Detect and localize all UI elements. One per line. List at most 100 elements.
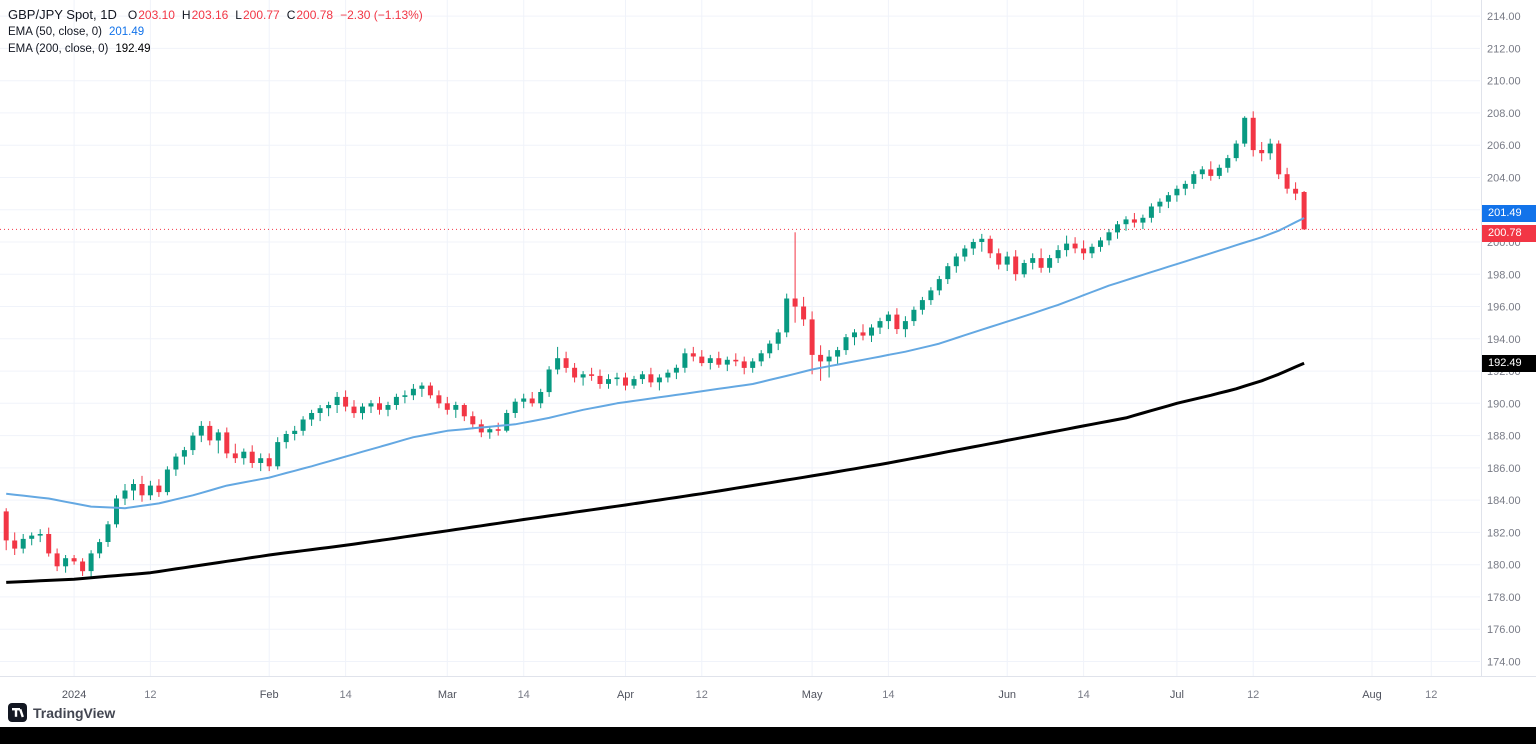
time-tick-label: 14 bbox=[339, 689, 351, 701]
price-tick-label: 196.00 bbox=[1487, 302, 1521, 314]
candle bbox=[707, 354, 713, 370]
candle bbox=[368, 400, 374, 413]
legend: GBP/JPY Spot, 1D O203.10 H203.16 L200.77 C2… bbox=[8, 6, 423, 57]
candle bbox=[869, 324, 874, 342]
candle bbox=[792, 232, 798, 323]
candle bbox=[843, 334, 849, 355]
candle bbox=[215, 429, 221, 454]
candle bbox=[911, 306, 917, 326]
candle bbox=[1199, 166, 1205, 180]
candle bbox=[860, 324, 866, 341]
candle bbox=[1148, 203, 1154, 223]
candle bbox=[504, 409, 510, 433]
candle bbox=[656, 374, 662, 391]
candle bbox=[555, 346, 561, 375]
ema50-label: EMA (50, close, 0) bbox=[8, 25, 102, 38]
price-tick-label: 176.00 bbox=[1487, 624, 1521, 636]
high-value: 203.16 bbox=[191, 7, 229, 22]
candle bbox=[546, 366, 552, 397]
candle bbox=[1208, 161, 1214, 181]
candle bbox=[334, 392, 340, 413]
candle bbox=[266, 453, 272, 472]
ema200-value: 192.49 bbox=[115, 42, 151, 55]
candle bbox=[1259, 142, 1265, 162]
candle bbox=[835, 346, 841, 365]
candle bbox=[902, 316, 908, 338]
candle bbox=[487, 425, 493, 439]
candle bbox=[750, 358, 756, 373]
low-label: L bbox=[235, 7, 242, 22]
candle bbox=[410, 384, 416, 401]
candle bbox=[444, 396, 450, 415]
indicator-ema200[interactable]: EMA (200, close, 0) 192.49 bbox=[8, 40, 423, 57]
price-tick-label: 194.00 bbox=[1487, 334, 1521, 346]
time-tick-label: 14 bbox=[1077, 689, 1089, 701]
candle bbox=[1106, 229, 1112, 246]
candle bbox=[131, 479, 136, 501]
symbol-title[interactable]: GBP/JPY Spot, 1D bbox=[8, 7, 117, 22]
candle bbox=[1004, 251, 1010, 271]
candle bbox=[639, 371, 645, 384]
price-tick-label: 190.00 bbox=[1487, 398, 1521, 410]
candle bbox=[724, 356, 730, 372]
time-axis[interactable]: 2024 12 Feb 14 Mar 14 Apr 12 May 14 Jun 14 Jul 12 Aug 1… bbox=[62, 689, 1438, 701]
symbol-row: GBP/JPY Spot, 1D O203.10 H203.16 L200.77 C2… bbox=[8, 6, 423, 23]
candle bbox=[521, 393, 527, 409]
candle bbox=[181, 446, 187, 465]
candle bbox=[147, 480, 153, 501]
candle bbox=[495, 422, 501, 436]
candle bbox=[300, 416, 306, 436]
candle bbox=[207, 421, 213, 446]
time-tick-label: Apr bbox=[617, 689, 634, 701]
candle bbox=[597, 369, 603, 389]
candle bbox=[292, 425, 298, 441]
change-value: −2.30 (−1.13%) bbox=[340, 7, 423, 22]
price-tick-label: 174.00 bbox=[1487, 657, 1521, 669]
time-tick-label: Jul bbox=[1170, 689, 1184, 701]
time-tick-label: May bbox=[802, 689, 823, 701]
candle bbox=[402, 390, 408, 404]
tradingview-logo-icon bbox=[8, 703, 27, 722]
candle bbox=[1055, 245, 1061, 263]
ema200-price-badge: 192.49 bbox=[1482, 354, 1536, 372]
candle bbox=[224, 427, 230, 459]
candle bbox=[1284, 167, 1290, 194]
candle bbox=[1021, 259, 1027, 278]
candle bbox=[1030, 253, 1036, 270]
candle bbox=[1115, 221, 1120, 239]
candle bbox=[690, 346, 696, 362]
tradingview-attribution[interactable]: TradingView bbox=[8, 703, 115, 722]
low-value: 200.77 bbox=[242, 7, 280, 22]
candle bbox=[97, 538, 103, 559]
candle bbox=[1064, 235, 1070, 257]
candle bbox=[71, 555, 77, 565]
time-tick-label: Aug bbox=[1362, 689, 1382, 701]
price-tick-label: 182.00 bbox=[1487, 527, 1521, 539]
candle bbox=[1191, 171, 1197, 189]
last-price-badge: 200.78 bbox=[1482, 224, 1536, 242]
price-tick-label: 188.00 bbox=[1487, 431, 1521, 443]
price-tick-label: 214.00 bbox=[1487, 11, 1521, 23]
candle bbox=[1131, 213, 1137, 228]
candle bbox=[1140, 214, 1146, 230]
candle bbox=[105, 521, 111, 547]
candle bbox=[427, 382, 433, 399]
time-tick-label: 12 bbox=[144, 689, 156, 701]
ohlc-values: O203.10 H203.16 L200.77 C200.78 −2.30 (−1.13… bbox=[121, 8, 423, 22]
price-axis[interactable]: 214.00212.00210.00208.00206.00204.00200.… bbox=[1487, 11, 1521, 668]
candle bbox=[580, 371, 586, 386]
candle bbox=[919, 296, 925, 315]
candle bbox=[784, 293, 790, 338]
candle bbox=[962, 245, 968, 262]
price-tick-label: 206.00 bbox=[1487, 140, 1521, 152]
high-label: H bbox=[181, 7, 191, 22]
time-tick-label: 12 bbox=[1247, 689, 1259, 701]
candle bbox=[1233, 140, 1239, 162]
candle bbox=[114, 495, 119, 528]
candle bbox=[20, 534, 26, 554]
indicator-ema50[interactable]: EMA (50, close, 0) 201.49 bbox=[8, 23, 423, 40]
price-tick-label: 210.00 bbox=[1487, 76, 1521, 88]
candle bbox=[529, 392, 535, 407]
candle bbox=[1089, 243, 1095, 259]
